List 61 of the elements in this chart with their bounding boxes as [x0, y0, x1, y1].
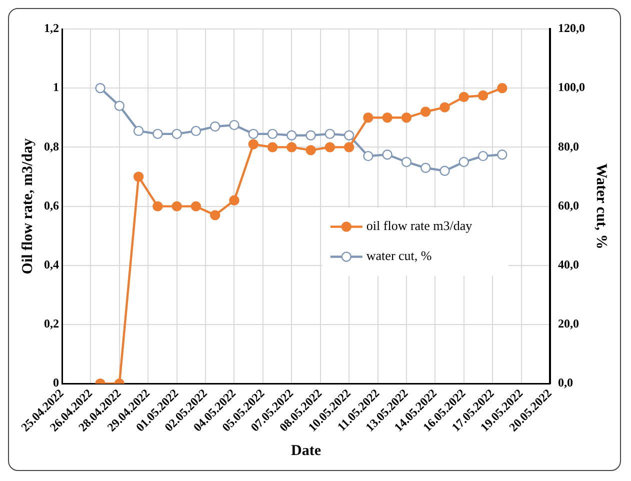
y-tick-label: 1 [53, 80, 59, 94]
point [440, 166, 450, 176]
point [267, 142, 278, 152]
point [363, 150, 374, 162]
point [286, 142, 297, 152]
point [478, 150, 488, 162]
point [190, 201, 202, 212]
point [382, 112, 392, 123]
point [363, 112, 374, 123]
legend-label: oil flow rate m3/day [366, 218, 473, 234]
point [344, 142, 354, 152]
y-tick-label: 0,6 [44, 198, 59, 212]
y-tick-label: 1,2 [44, 21, 59, 36]
point [190, 126, 202, 136]
point [172, 201, 182, 212]
point [152, 128, 163, 140]
point [229, 195, 240, 206]
y2-tick-label: 60,0 [558, 198, 579, 212]
point [229, 120, 240, 130]
point [382, 150, 392, 160]
point [248, 128, 258, 140]
point [420, 162, 431, 173]
y-tick-label: 0,8 [44, 139, 59, 154]
x-axis-title: Date [291, 442, 322, 459]
y-axis-title: Oil flow rate, m3/day [20, 138, 36, 274]
y2-tick-label: 80,0 [558, 139, 579, 154]
point [324, 142, 336, 152]
point [133, 126, 144, 136]
point [114, 100, 125, 111]
y2-tick-label: 40,0 [558, 258, 579, 272]
point [306, 130, 316, 140]
point [420, 106, 431, 117]
point [497, 150, 508, 160]
point [95, 83, 106, 94]
point [210, 121, 220, 132]
point [478, 90, 488, 101]
point [324, 128, 336, 140]
point [458, 92, 469, 102]
point [172, 128, 182, 140]
y-tick-label: 0 [53, 376, 59, 390]
point [458, 156, 469, 168]
point [306, 145, 316, 156]
y2-tick-label: 120,0 [558, 21, 585, 36]
point [286, 130, 297, 140]
point [267, 128, 278, 140]
y-tick-label: 0,2 [44, 316, 59, 331]
point [210, 210, 220, 220]
point [401, 112, 412, 123]
y2-axis-title: Water cut, % [593, 163, 610, 250]
point [497, 83, 508, 94]
point [344, 130, 354, 140]
legend-label: water cut, % [366, 248, 432, 264]
point [248, 139, 258, 150]
point [401, 156, 412, 168]
y2-tick-label: 20,0 [558, 316, 579, 331]
point [133, 172, 144, 182]
point [152, 201, 163, 212]
y-tick-label: 0,4 [44, 258, 59, 272]
y2-tick-label: 0,0 [558, 376, 573, 390]
point [440, 102, 450, 112]
y2-tick-label: 100,0 [558, 80, 585, 94]
